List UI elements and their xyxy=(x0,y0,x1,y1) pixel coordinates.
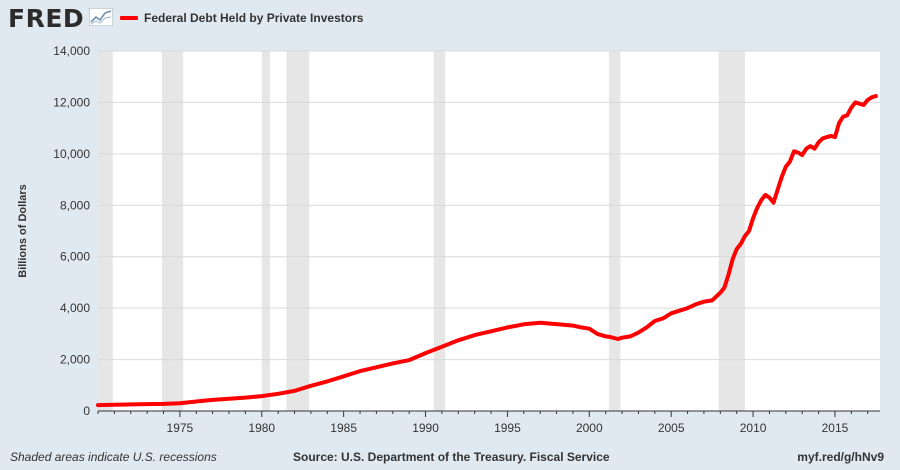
fred-logo[interactable]: FRED xyxy=(8,4,85,33)
y-tick-label: 4,000 xyxy=(60,301,90,315)
x-tick-label: 1975 xyxy=(167,421,194,435)
recession-band-5 xyxy=(608,51,621,411)
plot-area xyxy=(98,51,880,411)
y-tick-label: 0 xyxy=(83,404,90,418)
y-tick-label: 6,000 xyxy=(60,250,90,264)
source-note: Source: U.S. Department of the Treasury.… xyxy=(293,450,610,464)
chart-line-icon xyxy=(89,8,113,26)
y-tick-label: 14,000 xyxy=(53,44,90,58)
x-tick-label: 1990 xyxy=(412,421,439,435)
y-tick-label: 12,000 xyxy=(53,95,90,109)
x-tick-label: 1980 xyxy=(248,421,275,435)
x-tick-label: 2005 xyxy=(658,421,685,435)
recession-band-1 xyxy=(161,51,184,411)
x-axis: 1975 1980 1985 1990 1995 2000 2005 2010 2015 xyxy=(97,410,880,435)
x-tick-label: 1985 xyxy=(330,421,357,435)
legend: Federal Debt Held by Private Investors xyxy=(120,11,363,25)
recession-band-4 xyxy=(433,51,446,411)
recession-band-0 xyxy=(98,51,113,411)
series-line-federal-debt[interactable] xyxy=(96,94,878,408)
legend-swatch xyxy=(120,16,138,20)
recession-band-2 xyxy=(261,51,270,411)
y-axis: 0 2,000 4,000 6,000 8,000 10,000 12,000 14,000 xyxy=(53,44,90,418)
x-tick-label: 1995 xyxy=(494,421,521,435)
recession-note: Shaded areas indicate U.S. recessions xyxy=(10,450,217,464)
chart-header: FRED Federal Debt Held by Private Invest… xyxy=(0,0,900,40)
y-tick-label: 8,000 xyxy=(60,198,90,212)
y-tick-label: 2,000 xyxy=(60,353,90,367)
recession-band-3 xyxy=(286,51,310,411)
recession-band-6 xyxy=(718,51,745,411)
y-axis-title: Billions of Dollars xyxy=(17,184,29,278)
legend-label: Federal Debt Held by Private Investors xyxy=(144,11,364,25)
x-tick-label: 2015 xyxy=(822,421,849,435)
short-link[interactable]: myf.red/g/hNv9 xyxy=(797,450,884,464)
y-tick-label: 10,000 xyxy=(53,147,90,161)
recession-shading xyxy=(98,51,745,411)
x-tick-label: 2010 xyxy=(740,421,767,435)
x-tick-label: 2000 xyxy=(576,421,603,435)
